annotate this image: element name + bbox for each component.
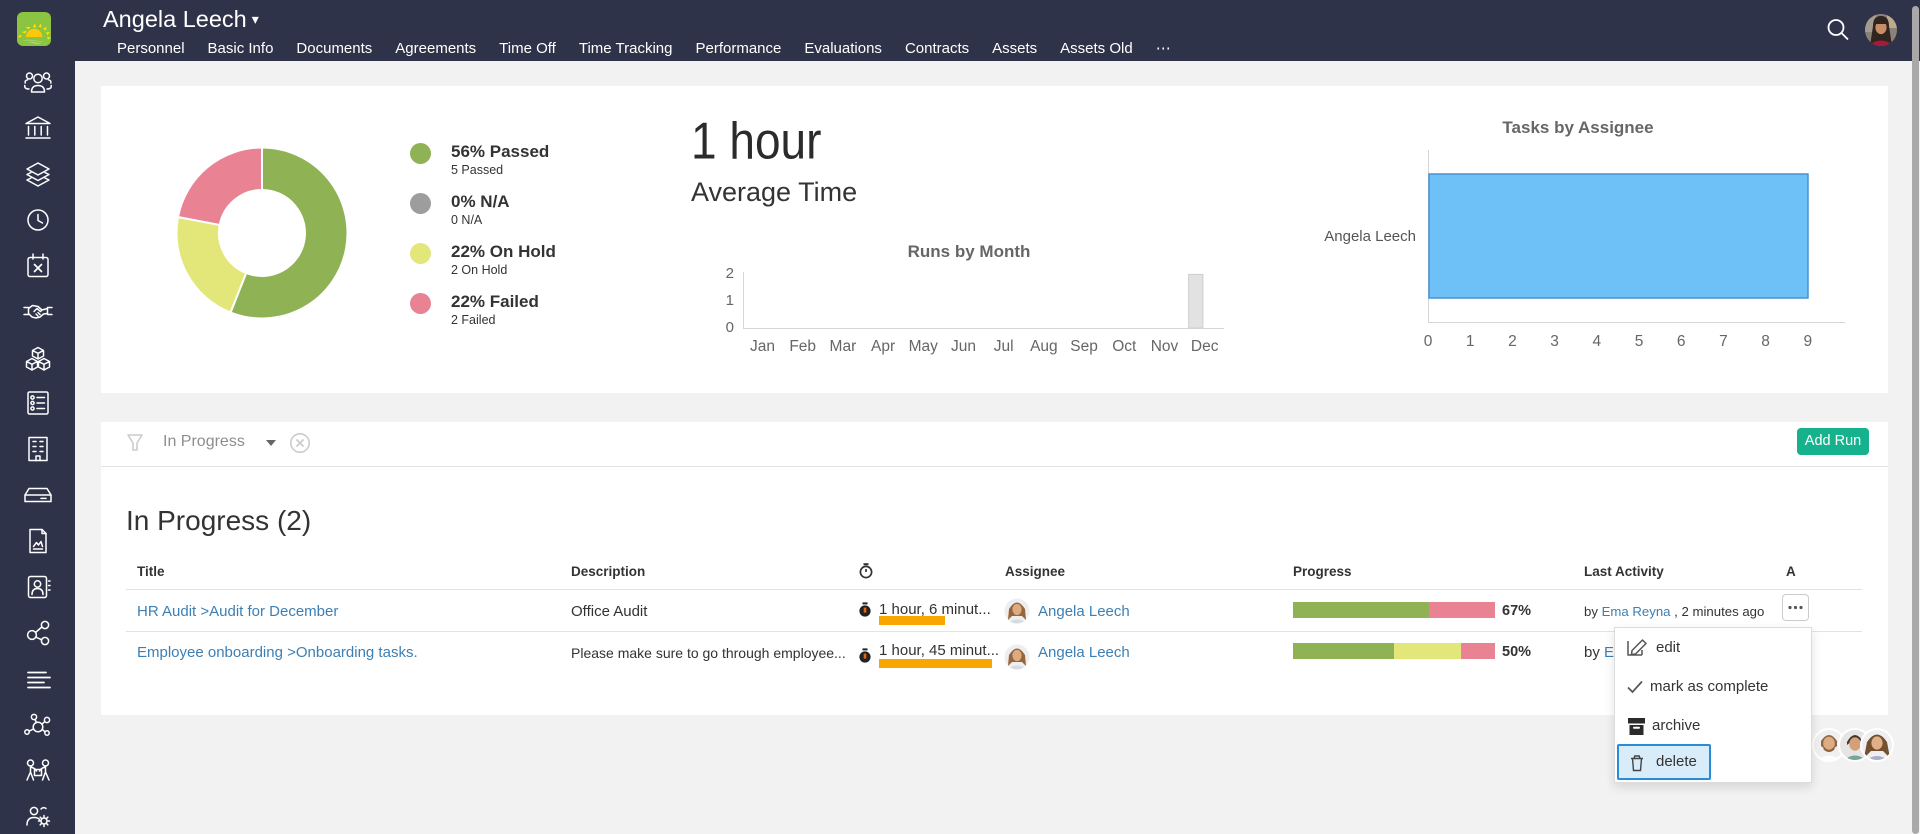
svg-text:Apr: Apr (871, 338, 895, 355)
svg-text:Oct: Oct (1112, 338, 1137, 355)
svg-text:Angela Leech: Angela Leech (1324, 228, 1416, 245)
svg-text:0: 0 (726, 319, 734, 336)
svg-text:3: 3 (1550, 333, 1559, 350)
svg-text:Nov: Nov (1151, 338, 1179, 355)
svg-text:Jun: Jun (951, 338, 976, 355)
svg-text:May: May (909, 338, 939, 355)
svg-text:Jul: Jul (994, 338, 1014, 355)
svg-text:5: 5 (1635, 333, 1644, 350)
svg-text:6: 6 (1677, 333, 1686, 350)
svg-text:1: 1 (726, 292, 734, 309)
svg-text:8: 8 (1761, 333, 1770, 350)
svg-text:9: 9 (1803, 333, 1812, 350)
svg-text:Mar: Mar (830, 338, 857, 355)
svg-text:1: 1 (1466, 333, 1475, 350)
svg-text:7: 7 (1719, 333, 1728, 350)
svg-text:2: 2 (1508, 333, 1517, 350)
svg-text:Feb: Feb (789, 338, 816, 355)
svg-text:Sep: Sep (1070, 338, 1098, 355)
svg-text:Dec: Dec (1191, 338, 1219, 355)
svg-text:Jan: Jan (750, 338, 775, 355)
svg-text:Aug: Aug (1030, 338, 1058, 355)
svg-text:0: 0 (1424, 333, 1433, 350)
svg-text:4: 4 (1592, 333, 1601, 350)
svg-text:2: 2 (726, 265, 734, 282)
